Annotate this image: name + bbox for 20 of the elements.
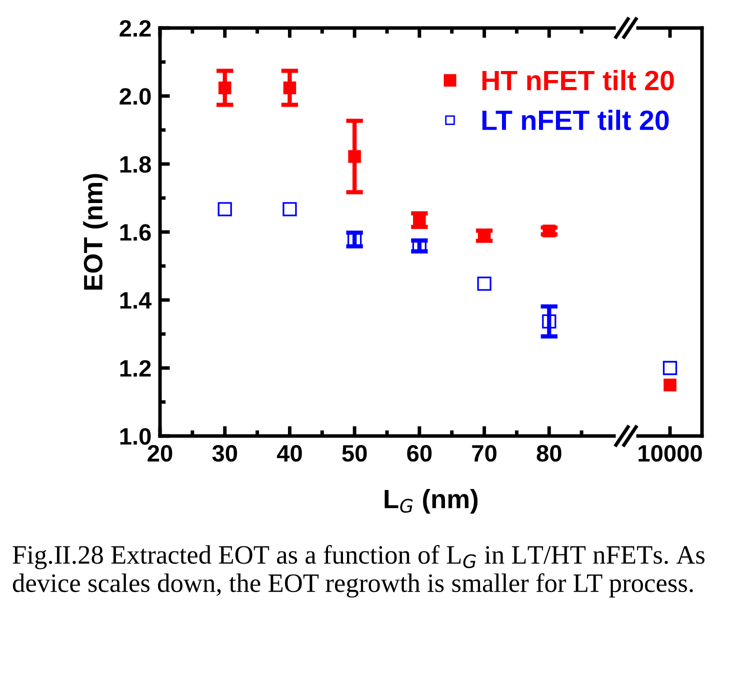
y-axis-title: EOT (nm): [83, 174, 108, 290]
text: Fig.II.28 Extracted EOT as a function of L$_{G}$ in LT/HT nFETs. As device scales down, the EOT regrowth is smaller for LT process.: [12, 545, 705, 598]
y-tick-label: 2.2: [120, 20, 151, 37]
x-tick-label: 50: [342, 444, 367, 462]
y-tick-label: 1.0: [120, 428, 151, 445]
legend-label: LT nFET tilt 20: [482, 110, 669, 130]
legend-label: HT nFET tilt 20: [482, 70, 674, 90]
y-tick-label: 1.4: [120, 292, 152, 309]
x-tick-label: 60: [407, 444, 432, 462]
y-tick-label: 1.2: [120, 360, 151, 377]
x-tick-label: 30: [212, 444, 238, 462]
y-tick-label: 2.0: [120, 88, 151, 105]
x-tick-label: 70: [472, 444, 496, 462]
x-tick-label: 20: [148, 444, 172, 462]
x-tick-label: 80: [536, 444, 562, 462]
y-tick-label: 1.6: [120, 224, 151, 241]
x-axis-title: L$_{G}$ (nm): [384, 489, 478, 514]
x-tick-label: 40: [276, 444, 302, 462]
y-tick-label: 1.8: [120, 156, 151, 173]
x-tick-label: 10000: [638, 444, 702, 462]
